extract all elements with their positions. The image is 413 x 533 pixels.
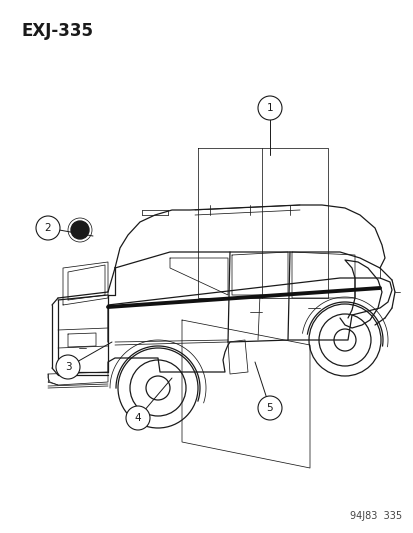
Circle shape (56, 355, 80, 379)
Text: 94J83  335: 94J83 335 (349, 511, 401, 521)
Circle shape (126, 406, 150, 430)
Circle shape (36, 216, 60, 240)
Text: 1: 1 (266, 103, 273, 113)
Circle shape (71, 221, 89, 239)
Text: 2: 2 (45, 223, 51, 233)
Text: EXJ-335: EXJ-335 (22, 22, 94, 40)
Text: 3: 3 (64, 362, 71, 372)
Text: 5: 5 (266, 403, 273, 413)
Text: 4: 4 (134, 413, 141, 423)
Circle shape (257, 396, 281, 420)
Circle shape (257, 96, 281, 120)
